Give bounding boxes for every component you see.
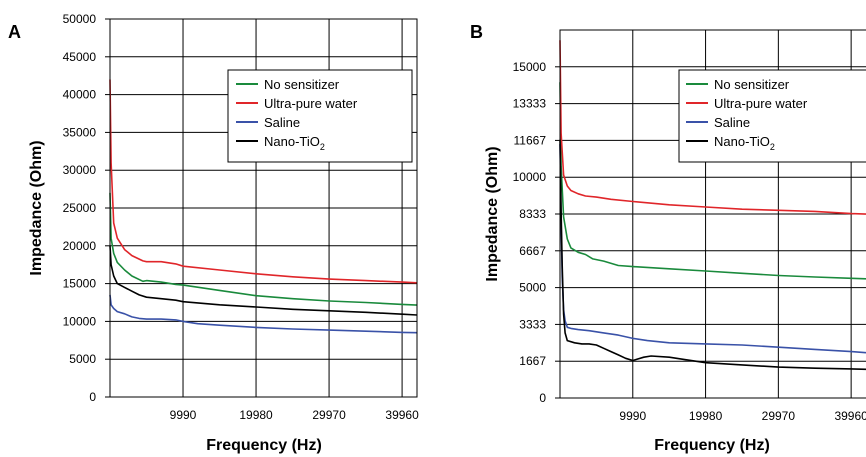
panel-a-y-tick-label: 30000 bbox=[63, 163, 97, 177]
legend-label-no-sensitizer: No sensitizer bbox=[264, 77, 340, 92]
legend-label-nano-tio2: Nano-TiO2 bbox=[264, 134, 325, 152]
panel-a-x-tick-label: 39960 bbox=[385, 408, 419, 422]
legend-label-nano-tio2-main: Nano-TiO bbox=[714, 134, 770, 149]
panel-a-series-ultra-pure-water bbox=[109, 79, 418, 284]
panel-a-y-tick-label: 15000 bbox=[63, 277, 97, 291]
panel-b-series-ultra-pure-water bbox=[559, 40, 866, 215]
legend-label-saline: Saline bbox=[714, 115, 750, 130]
panel-b-series-nano-tio2 bbox=[559, 139, 866, 371]
panel-a-y-tick-label: 0 bbox=[89, 390, 96, 404]
panel-b-y-tick-label: 5000 bbox=[519, 281, 546, 295]
panel-a-legend: No sensitizer Ultra-pure water Saline Na… bbox=[227, 69, 413, 163]
legend-label-saline: Saline bbox=[264, 115, 300, 130]
panel-a-y-tick-label: 10000 bbox=[63, 314, 97, 328]
panel-b-legend-box bbox=[678, 69, 866, 163]
panel-a-series-saline bbox=[109, 294, 418, 334]
panel-a-ticks: 0 5000 10000 15000 20000 25000 30000 35000 40000… bbox=[63, 12, 419, 422]
panel-b-x-axis-title: Frequency (Hz) bbox=[654, 437, 770, 454]
legend-label-nano-tio2-subscript: 2 bbox=[770, 142, 775, 152]
panel-b-x-tick-label: 29970 bbox=[762, 409, 796, 423]
panel-b-x-tick-label: 19980 bbox=[689, 409, 723, 423]
panel-b-y-axis-title: Impedance (Ohm) bbox=[484, 146, 501, 281]
panel-b-x-tick-label: 9990 bbox=[619, 409, 646, 423]
panel-a-y-tick-label: 35000 bbox=[63, 125, 97, 139]
panel-a-y-tick-label: 5000 bbox=[69, 352, 96, 366]
legend-label-no-sensitizer: No sensitizer bbox=[714, 77, 790, 92]
legend-label-nano-tio2-subscript: 2 bbox=[320, 142, 325, 152]
legend-label-ultra-pure-water: Ultra-pure water bbox=[714, 96, 808, 111]
panel-a-y-tick-label: 20000 bbox=[63, 239, 97, 253]
panel-b-ticks: 0 1667 3333 5000 6667 8333 10000 11667 13333 1500… bbox=[513, 60, 866, 423]
panel-b-legend: No sensitizer Ultra-pure water Saline Na… bbox=[678, 69, 866, 163]
panel-b-y-tick-label: 13333 bbox=[513, 97, 547, 111]
panel-a-letter: A bbox=[8, 22, 21, 42]
panel-a-y-tick-label: 25000 bbox=[63, 201, 97, 215]
panel-a-y-axis-title: Impedance (Ohm) bbox=[28, 140, 45, 275]
panel-b-y-tick-label: 6667 bbox=[519, 244, 546, 258]
panel-b-chart: B 0 1667 3333 5000 6667 8333 10000 11667 13333 15… bbox=[470, 22, 866, 454]
panel-b-y-tick-label: 15000 bbox=[513, 60, 547, 74]
panel-a-x-tick-label: 9990 bbox=[170, 408, 197, 422]
legend-label-nano-tio2: Nano-TiO2 bbox=[714, 134, 775, 152]
panel-b-series-saline bbox=[559, 144, 866, 354]
panel-b-series-no-sensitizer bbox=[559, 82, 866, 280]
panel-a-x-axis-title: Frequency (Hz) bbox=[206, 437, 322, 454]
panel-a-x-tick-label: 19980 bbox=[239, 408, 273, 422]
panel-a-y-tick-label: 50000 bbox=[63, 12, 97, 26]
panel-a-chart: A 0 5000 10000 15000 20000 25000 30000 35000 400… bbox=[8, 12, 419, 454]
panel-b-y-tick-label: 11667 bbox=[514, 133, 547, 147]
panel-a-y-tick-label: 45000 bbox=[63, 50, 97, 64]
panel-b-y-tick-label: 10000 bbox=[513, 170, 547, 184]
panel-b-letter: B bbox=[470, 22, 483, 42]
panel-a-series-no-sensitizer bbox=[109, 192, 418, 306]
panel-b-series-group bbox=[559, 40, 866, 371]
panel-b-y-tick-label: 0 bbox=[539, 391, 546, 405]
panel-a-series-group bbox=[109, 79, 418, 334]
panel-a-series-nano-tio2 bbox=[109, 245, 418, 316]
panel-a-x-tick-label: 29970 bbox=[312, 408, 346, 422]
panel-b-y-tick-label: 1667 bbox=[519, 354, 546, 368]
panel-b-y-tick-label: 8333 bbox=[519, 207, 546, 221]
legend-label-nano-tio2-main: Nano-TiO bbox=[264, 134, 320, 149]
legend-label-ultra-pure-water: Ultra-pure water bbox=[264, 96, 358, 111]
panel-a-legend-box bbox=[227, 69, 413, 163]
panel-b-y-tick-label: 3333 bbox=[519, 317, 546, 331]
panel-b-x-tick-label: 39960 bbox=[834, 409, 866, 423]
panel-a-y-tick-label: 40000 bbox=[63, 88, 97, 102]
